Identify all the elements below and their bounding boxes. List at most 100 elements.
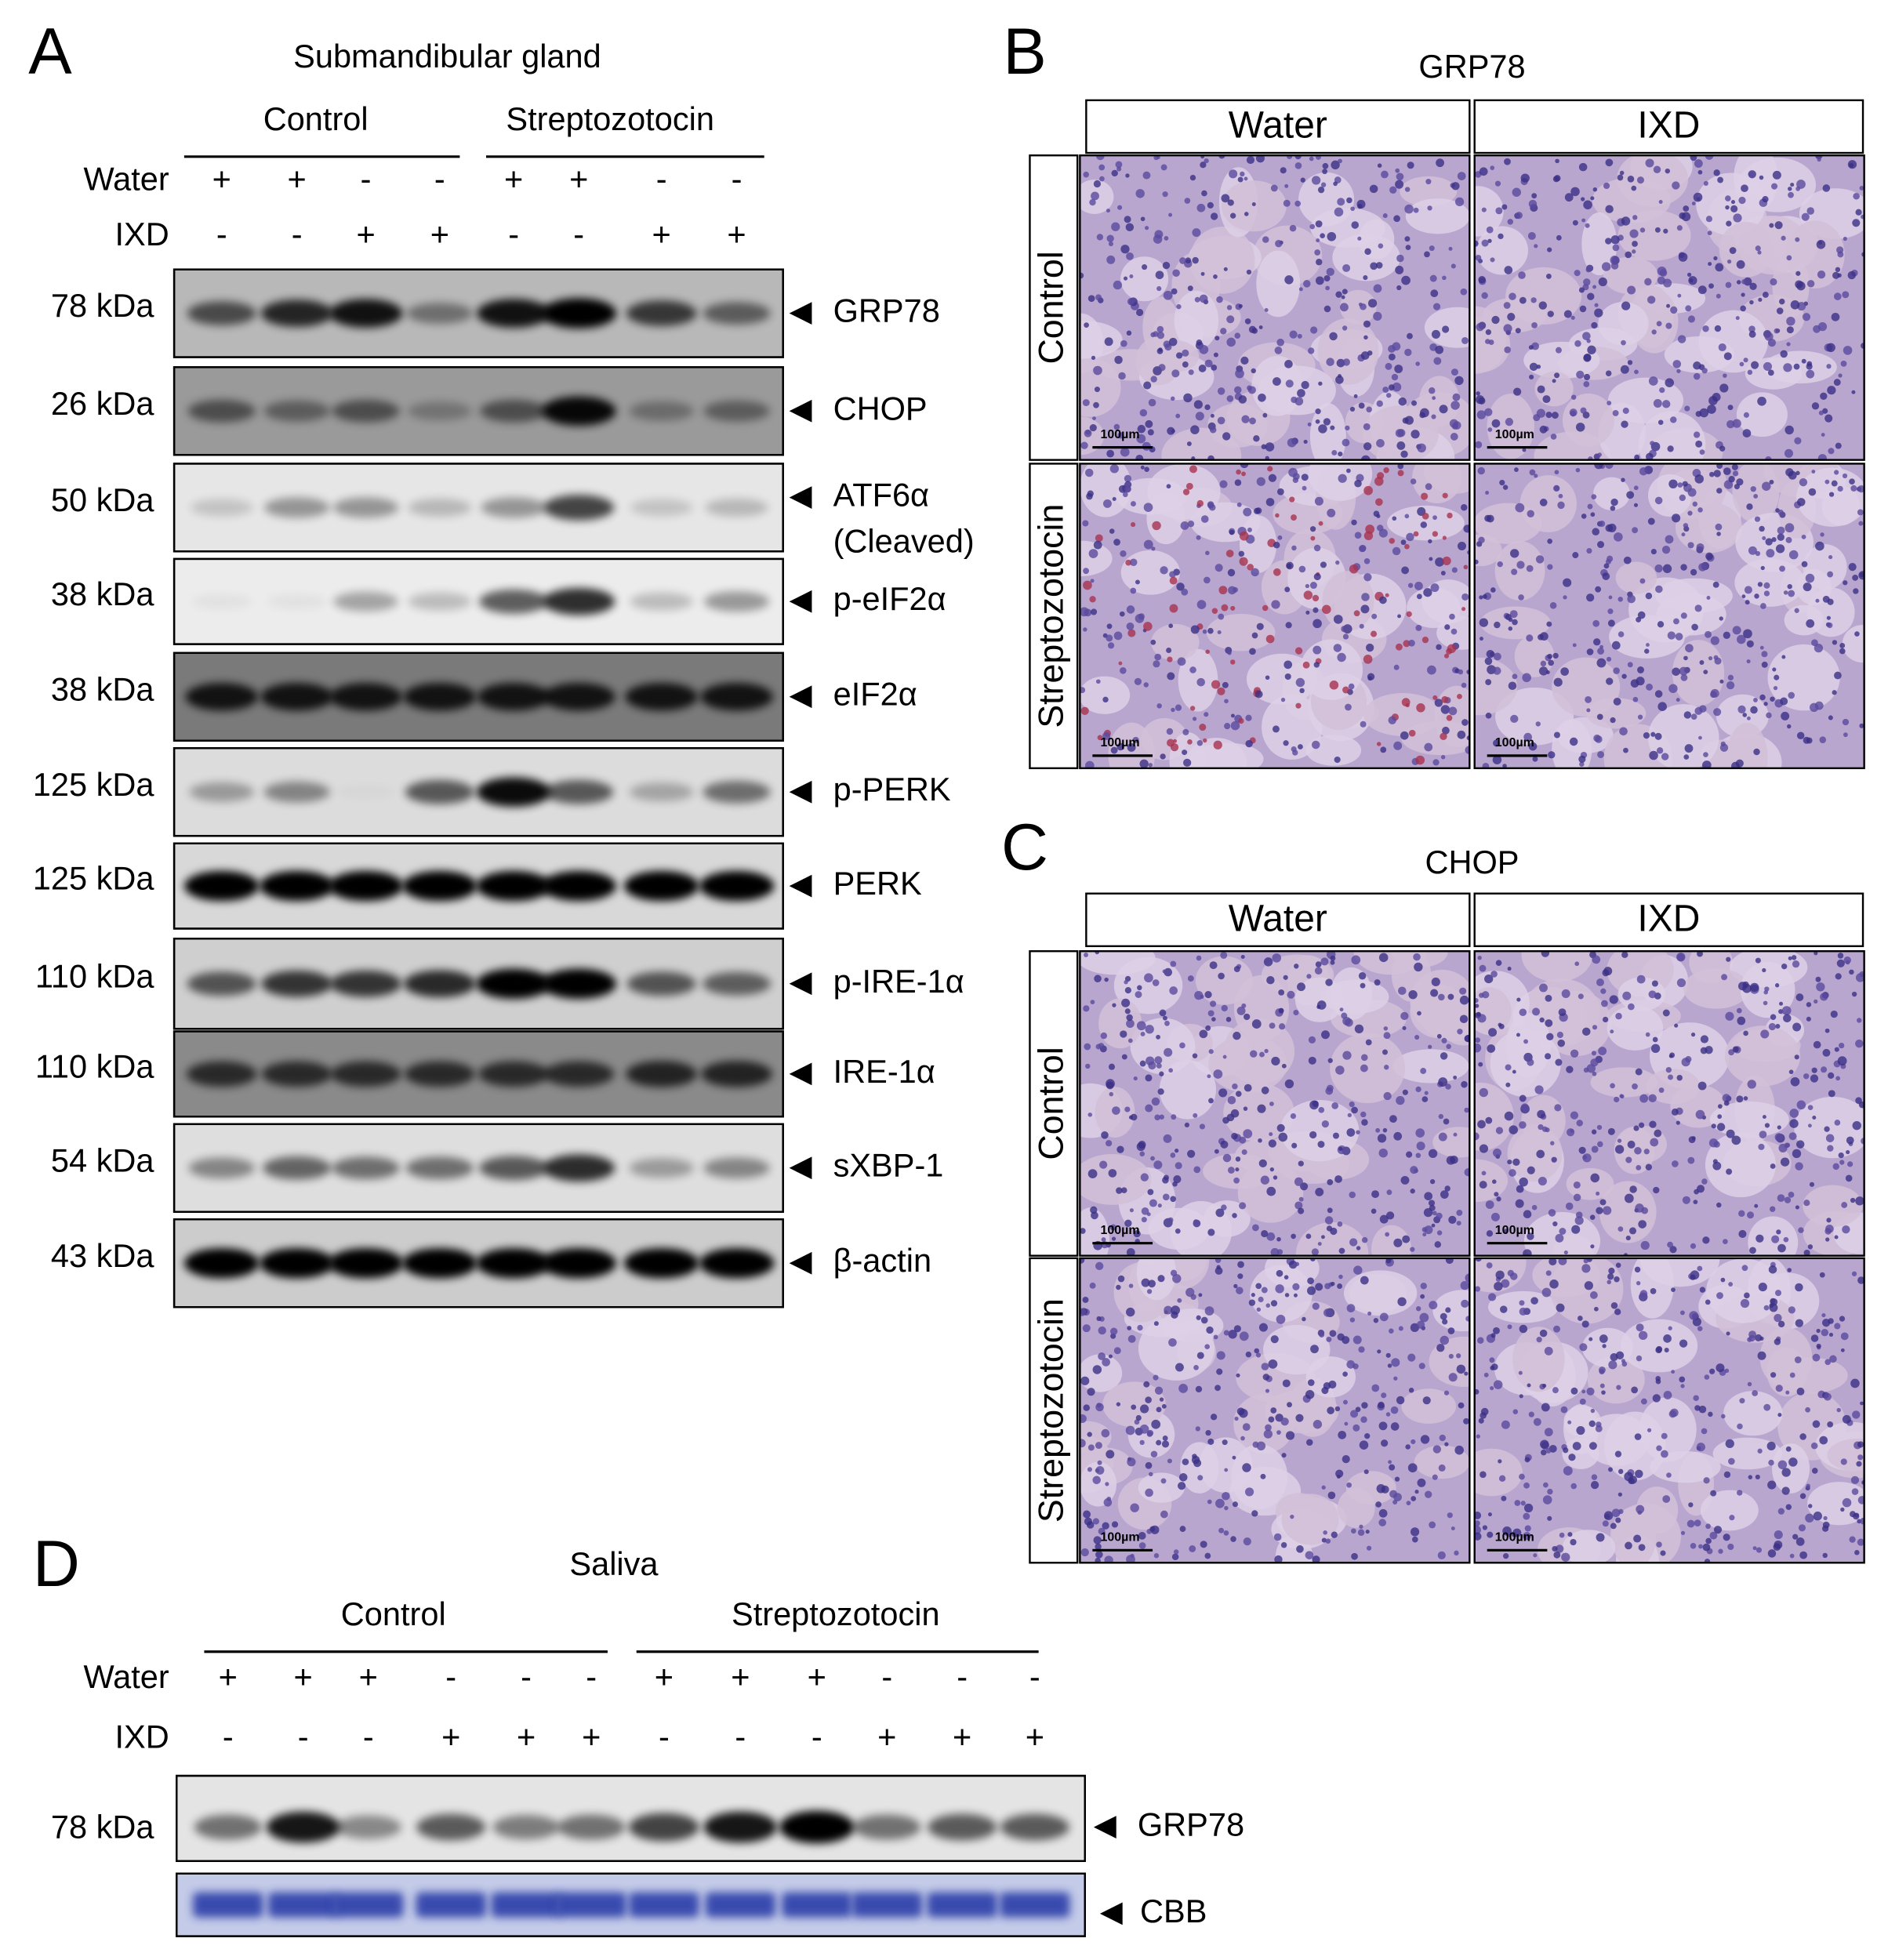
nucleus <box>1429 387 1436 394</box>
nucleus <box>1784 1196 1792 1203</box>
treatment-sign: + <box>582 1719 601 1755</box>
acinus <box>1495 687 1574 746</box>
nucleus <box>1385 1412 1391 1417</box>
nucleus <box>1668 479 1678 488</box>
nucleus <box>1429 1178 1436 1185</box>
nucleus <box>1351 519 1357 526</box>
nucleus <box>1236 1407 1245 1416</box>
nucleus <box>1428 1200 1436 1207</box>
band <box>401 1248 477 1279</box>
nucleus <box>1806 369 1815 379</box>
nucleus <box>1549 1279 1559 1289</box>
nucleus <box>1112 1003 1116 1007</box>
nucleus <box>1214 1149 1219 1154</box>
nucleus <box>1216 1351 1225 1360</box>
nucleus <box>1333 644 1342 652</box>
nucleus <box>1625 1541 1632 1550</box>
nucleus <box>1601 1390 1606 1395</box>
nucleus <box>1313 662 1320 668</box>
nucleus <box>1364 248 1371 256</box>
nucleus <box>1507 967 1512 971</box>
band <box>189 782 255 802</box>
nucleus <box>1238 303 1243 309</box>
nucleus <box>1152 979 1160 986</box>
nucleus <box>1342 1399 1348 1405</box>
nucleus <box>1173 1549 1179 1555</box>
nucleus <box>1162 1176 1169 1184</box>
nucleus <box>1731 463 1738 470</box>
treatment-sign: + <box>877 1719 896 1755</box>
nucleus <box>1523 1503 1534 1513</box>
nucleus <box>1201 190 1207 197</box>
nucleus <box>1424 251 1430 258</box>
nucleus <box>1770 696 1775 702</box>
nucleus <box>1290 1514 1294 1519</box>
nucleus <box>1187 975 1194 982</box>
nucleus <box>1820 392 1828 401</box>
nucleus <box>1763 1305 1770 1311</box>
nucleus <box>1781 655 1786 659</box>
nucleus <box>1771 1235 1780 1243</box>
nucleus <box>1563 1466 1573 1475</box>
nucleus <box>1569 408 1578 417</box>
nucleus <box>1261 444 1267 450</box>
nucleus <box>1253 435 1260 442</box>
nucleus <box>1581 218 1586 223</box>
nucleus <box>1590 1480 1599 1490</box>
nucleus <box>1580 407 1587 414</box>
nucleus <box>1428 539 1432 544</box>
nucleus <box>1503 302 1511 309</box>
nucleus <box>1710 636 1719 645</box>
nucleus <box>1461 336 1469 344</box>
band <box>183 870 260 902</box>
nucleus <box>1773 1543 1781 1552</box>
nucleus <box>1826 343 1835 353</box>
nucleus <box>1746 640 1754 648</box>
nucleus <box>1310 326 1318 334</box>
nucleus <box>1586 593 1595 602</box>
gel-band <box>556 1892 626 1918</box>
gel-band <box>927 1892 997 1918</box>
nucleus <box>1851 1271 1857 1276</box>
nucleus <box>1429 1521 1436 1529</box>
nucleus <box>1397 614 1401 619</box>
nucleus <box>1087 1169 1098 1179</box>
nucleus <box>1774 1133 1783 1142</box>
nucleus <box>1309 526 1316 532</box>
nucleus <box>1271 600 1280 609</box>
acinus <box>1332 234 1400 281</box>
nucleus <box>1223 1530 1229 1536</box>
nucleus <box>1099 1160 1108 1169</box>
nucleus <box>1706 596 1711 600</box>
nucleus <box>1623 747 1628 753</box>
nucleus <box>1373 311 1382 321</box>
band <box>542 683 615 711</box>
nucleus <box>1617 1138 1622 1143</box>
band <box>263 781 330 803</box>
nucleus <box>1572 643 1577 648</box>
nucleus <box>1581 514 1587 519</box>
nucleus <box>1628 1003 1635 1011</box>
nucleus <box>1537 385 1545 394</box>
nucleus <box>1723 1239 1728 1244</box>
nucleus <box>1406 611 1412 617</box>
nucleus <box>1481 239 1489 247</box>
nucleus <box>1855 1097 1862 1105</box>
nucleus <box>1179 1042 1185 1049</box>
nucleus <box>1151 1097 1160 1106</box>
nucleus <box>1635 1068 1643 1076</box>
nucleus <box>1579 305 1587 313</box>
nucleus <box>1538 1123 1544 1131</box>
nucleus <box>1118 485 1127 493</box>
nucleus <box>1518 271 1526 279</box>
blot-frame <box>172 557 784 645</box>
nucleus <box>1214 336 1220 341</box>
band <box>333 591 398 612</box>
nucleus <box>1823 1392 1832 1401</box>
acinus <box>1759 1327 1813 1388</box>
nucleus <box>1145 1488 1153 1497</box>
nucleus <box>1582 1153 1592 1163</box>
nucleus <box>1495 1270 1505 1279</box>
nucleus <box>1633 1125 1639 1131</box>
nucleus <box>1138 1542 1146 1549</box>
